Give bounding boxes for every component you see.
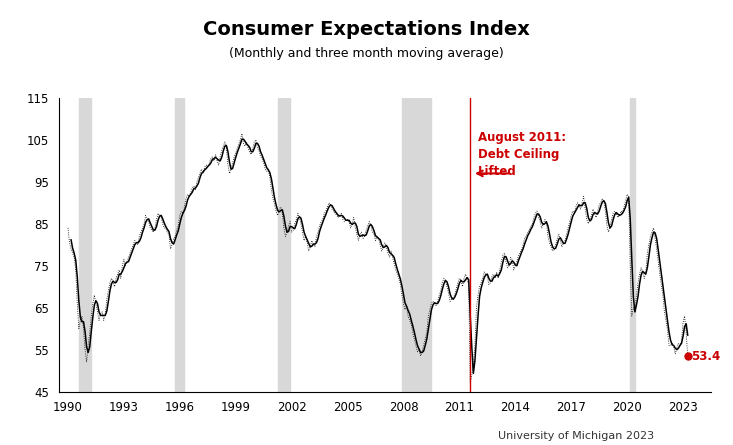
Text: August 2011:
Debt Ceiling
Lifted: August 2011: Debt Ceiling Lifted [478,131,566,178]
Bar [78,98,92,392]
Text: University of Michigan 2023: University of Michigan 2023 [498,431,655,441]
Text: 53.4: 53.4 [691,350,721,363]
Bar [175,98,185,392]
Bar [278,98,290,392]
Text: Consumer Expectations Index: Consumer Expectations Index [203,20,530,39]
Text: (Monthly and three month moving average): (Monthly and three month moving average) [229,47,504,60]
Bar [402,98,432,392]
Bar [630,98,635,392]
